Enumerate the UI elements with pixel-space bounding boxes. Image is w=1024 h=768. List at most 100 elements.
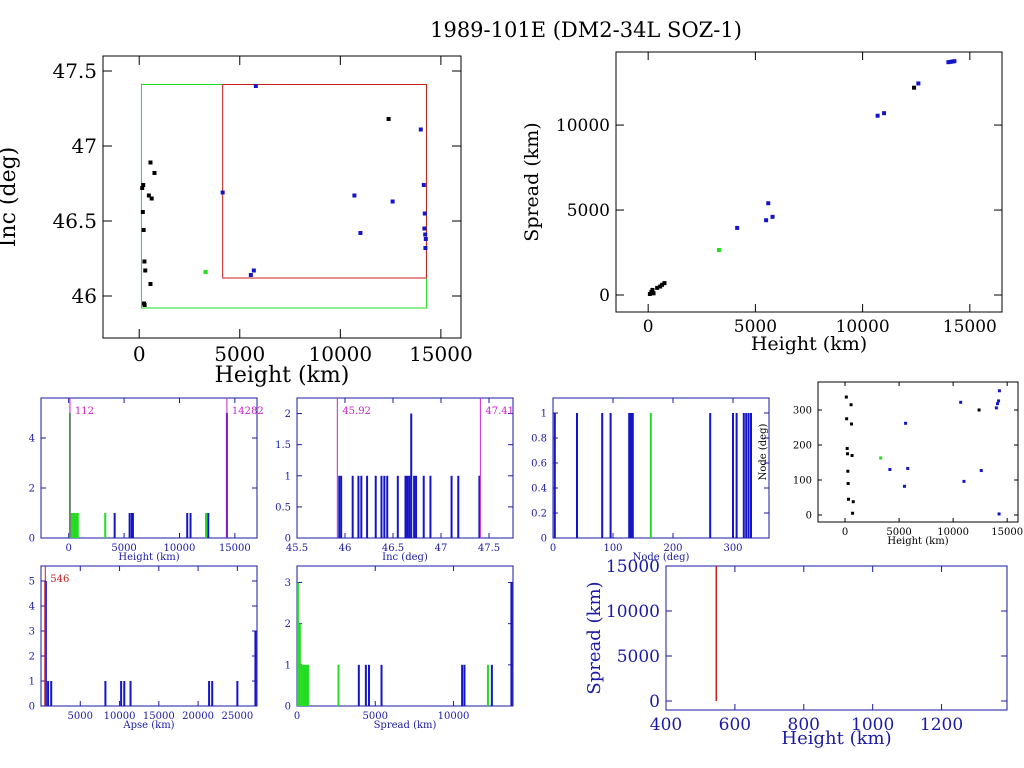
y-tick-label: 0.4	[531, 484, 547, 495]
data-point	[735, 225, 740, 230]
y-tick-label: 0.8	[531, 434, 547, 445]
data-point	[220, 190, 225, 195]
y-tick-label: 47.5	[52, 59, 97, 83]
data-point	[655, 285, 660, 290]
inc-hist-panel: 45.5 46 46.5 47 47.5 0 0.5 1 1.5 2 Inc (deg) 45.92 4…	[275, 397, 514, 563]
data-point	[418, 127, 423, 132]
data-point	[146, 193, 151, 198]
x-tick-label: 0	[66, 543, 72, 554]
data-point	[916, 81, 921, 86]
height-hist-frame	[40, 397, 258, 539]
data-point	[248, 273, 253, 277]
data-point	[766, 201, 771, 206]
y-tick-label: 1	[285, 660, 291, 671]
data-point	[251, 268, 256, 273]
data-point	[660, 282, 665, 287]
x-tick-label: 10000	[937, 527, 969, 538]
limit-marker-label: 546	[50, 574, 69, 585]
selection-box	[140, 84, 427, 309]
spread-hist-panel: 0 5000 10000 0 1 2 3 Spread (km)	[285, 565, 514, 731]
x-tick-label: 200	[663, 543, 682, 554]
x-tick-label: 10000	[104, 711, 136, 722]
data-point	[888, 468, 892, 471]
x-tick-label: 10000	[309, 342, 373, 366]
data-point	[141, 183, 146, 187]
x-tick-label: 15000	[409, 342, 473, 366]
data-point	[358, 231, 363, 235]
selection-box	[222, 84, 427, 279]
y-tick-label: 0	[285, 702, 291, 713]
x-tick-label: 5000	[363, 711, 388, 722]
data-point	[649, 289, 654, 294]
y-axis-label: Spread (km)	[584, 581, 605, 694]
data-point	[997, 389, 1001, 393]
x-axis-label: Height (km)	[887, 536, 948, 547]
data-point	[977, 408, 981, 412]
x-tick-label: 20000	[182, 711, 214, 722]
y-tick-label: 0	[599, 286, 610, 306]
data-point	[904, 421, 908, 425]
x-axis-label: Height (km)	[751, 333, 867, 355]
data-point	[651, 291, 656, 296]
y-tick-label: 1	[285, 471, 291, 482]
data-point	[906, 466, 910, 470]
x-tick-label: 10000	[836, 317, 890, 337]
y-tick-label: 15000	[606, 557, 660, 577]
y-tick-label: 47	[72, 134, 97, 158]
x-tick-label: 600	[719, 715, 751, 735]
data-point	[845, 417, 849, 421]
apse-hist-frame	[40, 565, 258, 707]
x-axis-label: Height (km)	[215, 363, 350, 388]
x-tick-label: 15000	[991, 527, 1023, 538]
data-point	[148, 282, 153, 286]
y-tick-label: 46.5	[52, 209, 97, 233]
height-hist-panel: 0 5000 10000 15000 0 2 4 Height (km) 112 14282	[29, 397, 264, 563]
data-point	[946, 60, 951, 65]
data-point	[143, 268, 148, 273]
x-axis-label: Apse (km)	[122, 720, 174, 731]
limit-marker-label: 47.41	[485, 406, 514, 417]
x-tick-label: 5000	[68, 711, 93, 722]
data-point	[851, 500, 855, 504]
y-tick-label: 200	[793, 441, 812, 452]
data-point	[948, 59, 953, 64]
x-tick-label: 1200	[920, 715, 963, 735]
x-tick-label: 100	[603, 543, 622, 554]
data-point	[846, 482, 850, 485]
x-tick-label: 25000	[221, 711, 253, 722]
data-point	[142, 303, 147, 307]
data-point	[647, 291, 652, 296]
x-tick-label: 0	[294, 711, 300, 722]
data-point	[140, 186, 145, 190]
y-tick-label: 0.2	[531, 509, 547, 520]
y-tick-label: 300	[793, 406, 812, 417]
spread-vs-height-zoom-frame	[665, 565, 1008, 711]
x-tick-label: 0	[550, 543, 556, 554]
x-axis-label: Inc (deg)	[382, 552, 428, 563]
spread-vs-height-frame	[615, 51, 1003, 313]
x-tick-label: 15000	[143, 711, 175, 722]
data-point	[912, 85, 917, 90]
x-axis-label: Height (km)	[781, 728, 891, 749]
x-axis-label: Spread (km)	[374, 720, 437, 731]
x-axis-label: Node (deg)	[633, 552, 690, 563]
y-tick-label: 46	[72, 284, 97, 308]
spread-hist-frame	[296, 565, 514, 707]
data-point	[979, 469, 983, 473]
x-axis-label: Height (km)	[118, 552, 179, 563]
y-tick-label: 5	[29, 577, 35, 588]
y-tick-label: 100	[793, 476, 812, 487]
x-tick-label: 10000	[438, 711, 470, 722]
y-tick-label: 1	[541, 409, 547, 420]
y-tick-label: 3	[285, 578, 291, 589]
data-point	[422, 226, 427, 231]
x-tick-label: 0	[133, 342, 146, 366]
x-tick-label: 300	[723, 543, 742, 554]
data-point	[716, 247, 721, 252]
x-tick-label: 15000	[943, 317, 997, 337]
data-point	[253, 84, 258, 88]
data-point	[386, 117, 391, 121]
